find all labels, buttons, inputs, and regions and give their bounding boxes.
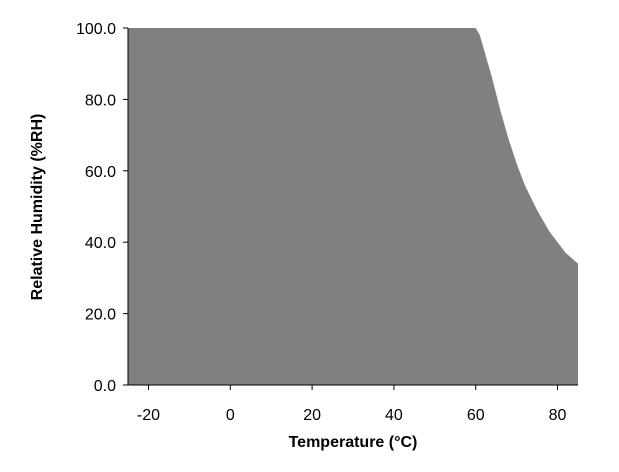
x-tick-label: 20 (303, 407, 321, 424)
y-tick-label: 60.0 (85, 164, 116, 181)
x-tick-label: 60 (467, 407, 485, 424)
y-tick-label: 100.0 (76, 21, 116, 38)
x-tick-label: 40 (385, 407, 403, 424)
y-tick-label: 20.0 (85, 307, 116, 324)
x-tick-label: 80 (549, 407, 567, 424)
y-tick-label: 40.0 (85, 235, 116, 252)
y-tick-label: 0.0 (94, 378, 116, 395)
area-series-0 (128, 28, 578, 385)
y-axis-title: Relative Humidity (%RH) (29, 114, 46, 301)
x-tick-label: -20 (137, 407, 160, 424)
y-tick-label: 80.0 (85, 92, 116, 109)
x-axis-title: Temperature (°C) (289, 434, 418, 451)
x-tick-label: 0 (226, 407, 235, 424)
